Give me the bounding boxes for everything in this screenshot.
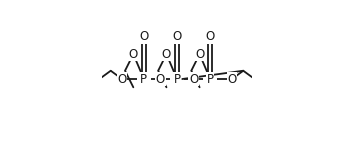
Text: P: P: [141, 73, 147, 86]
Text: O: O: [129, 48, 138, 61]
Text: O: O: [162, 48, 171, 61]
Text: P: P: [207, 73, 213, 86]
Text: O: O: [172, 30, 182, 43]
Text: O: O: [118, 73, 127, 86]
Text: O: O: [206, 30, 215, 43]
Text: O: O: [195, 48, 204, 61]
Text: O: O: [189, 73, 198, 86]
Text: O: O: [139, 30, 148, 43]
Text: O: O: [227, 73, 236, 86]
Text: P: P: [173, 73, 181, 86]
Text: O: O: [156, 73, 165, 86]
